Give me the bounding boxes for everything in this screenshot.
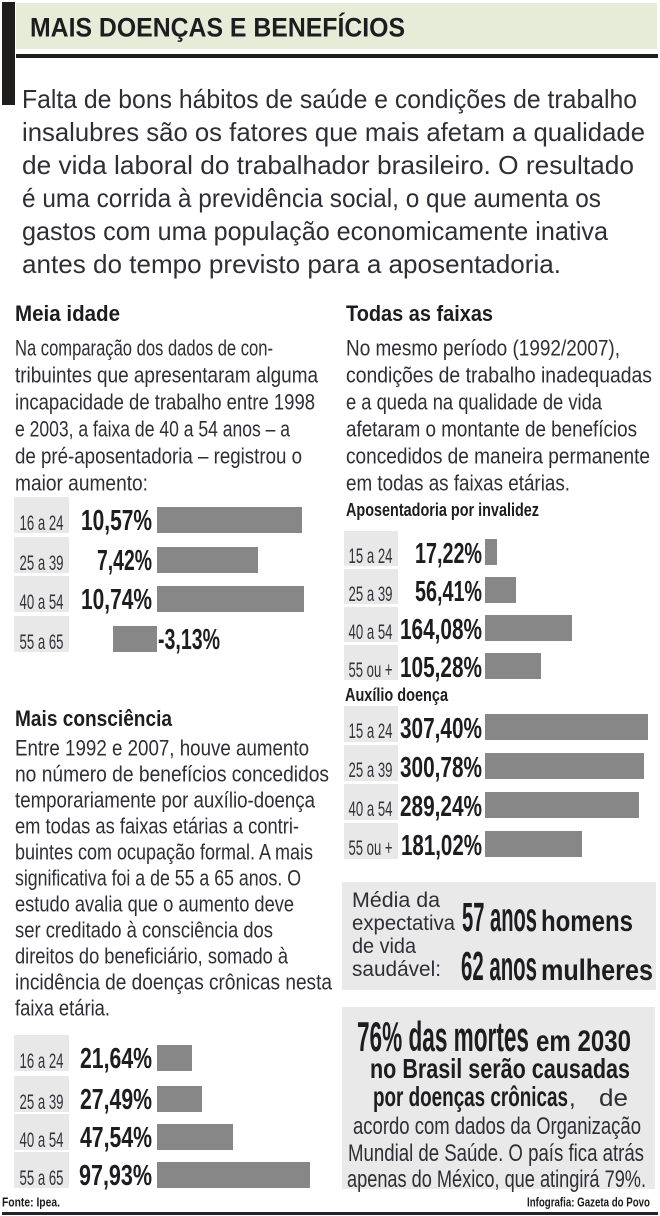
svg-text:-3,13%: -3,13% [158,624,220,656]
svg-text:apenas do México, que atingirá: apenas do México, que atingirá 79%. [347,1166,646,1193]
svg-text:e a queda na qualidade de vida: e a queda na qualidade de vida [346,390,603,415]
svg-text:e 2003, a faixa de 40 a 54 ano: e 2003, a faixa de 40 a 54 anos – a [15,417,291,442]
svg-text:saudável:: saudável: [352,958,441,981]
svg-text:de pré-aposentadoria – registr: de pré-aposentadoria – registrou o [15,444,302,469]
svg-text:17,22%: 17,22% [415,538,482,570]
svg-text:307,40%: 307,40% [400,713,482,745]
svg-text:7,42%: 7,42% [97,545,152,577]
svg-text:significativa foi a de 55 a 65: significativa foi a de 55 a 65 anos. O [15,866,301,891]
svg-text:de vida: de vida [352,935,416,958]
svg-text:16 a 24: 16 a 24 [20,512,64,535]
svg-text:ser creditado à consciência do: ser creditado à consciência dos [15,918,273,943]
svg-text:de: de [599,1085,628,1112]
svg-text:Todas as faixas: Todas as faixas [346,301,493,326]
svg-text:no número de benefícios conced: no número de benefícios concedidos [15,762,329,787]
svg-text:Auxílio doença: Auxílio doença [345,685,449,705]
svg-text:27,49%: 27,49% [80,1084,152,1116]
svg-text:40 a 54: 40 a 54 [20,591,64,614]
svg-text:Mundial de Saúde. O país fica: Mundial de Saúde. O país fica atrás [348,1140,644,1167]
svg-text:97,93%: 97,93% [79,1160,152,1192]
svg-text:25 a 39: 25 a 39 [349,759,393,782]
svg-text:40 a 54: 40 a 54 [349,798,393,821]
svg-text:por doenças crônicas: por doenças crônicas [373,1081,568,1112]
svg-text:insalubres são os fatores que: insalubres são os fatores que mais afeta… [22,117,645,147]
svg-text:57 anos: 57 anos [462,894,537,940]
svg-text:21,64%: 21,64% [80,1043,152,1075]
svg-text:homens: homens [541,905,633,938]
svg-text:164,08%: 164,08% [400,614,482,646]
svg-text:Aposentadoria por invalidez: Aposentadoria por invalidez [346,500,539,520]
svg-text:buintes com ocupação formal. A: buintes com ocupação formal. A mais [15,840,313,865]
svg-text:25 a 39: 25 a 39 [349,583,393,606]
svg-text:40 a 54: 40 a 54 [349,621,393,644]
svg-text:55 ou +: 55 ou + [349,837,393,860]
svg-text:10,57%: 10,57% [81,505,152,537]
svg-text:No mesmo período (1992/2007),: No mesmo período (1992/2007), [346,336,620,361]
svg-text:181,02%: 181,02% [401,830,482,862]
svg-text:de vida laboral do trabalhador: de vida laboral do trabalhador brasileir… [22,150,634,180]
svg-text:maior aumento:: maior aumento: [15,471,148,496]
svg-text:62 anos: 62 anos [461,943,537,989]
svg-text:em todas as faixas etárias a c: em todas as faixas etárias a contri- [15,814,299,839]
svg-text:105,28%: 105,28% [400,652,482,684]
svg-text:temporariamente por auxílio-do: temporariamente por auxílio-doença [15,788,316,813]
svg-text:gastos com uma população econo: gastos com uma população economicamente … [22,216,609,246]
svg-text:,: , [569,1085,576,1112]
svg-text:15 a 24: 15 a 24 [349,545,393,568]
svg-text:condições de trabalho inadequa: condições de trabalho inadequadas [346,363,652,388]
svg-text:acordo com dados da Organizaçã: acordo com dados da Organização [353,1113,641,1140]
svg-text:expectativa: expectativa [352,912,455,935]
svg-text:289,24%: 289,24% [400,791,482,823]
svg-text:300,78%: 300,78% [400,752,482,784]
svg-text:76% das mortes: 76% das mortes [357,1013,529,1060]
svg-text:Entre 1992 e 2007, houve aumen: Entre 1992 e 2007, houve aumento [15,736,309,761]
svg-text:estudo avalia que o aumento de: estudo avalia que o aumento deve [15,892,294,917]
svg-text:55 a 65: 55 a 65 [20,631,64,654]
svg-text:16 a 24: 16 a 24 [20,1050,64,1073]
svg-text:faixa etária.: faixa etária. [15,996,110,1021]
svg-text:Na comparação dos dados de con: Na comparação dos dados de con- [15,336,273,361]
svg-text:incapacidade de trabalho entre: incapacidade de trabalho entre 1998 [15,390,315,415]
svg-text:56,41%: 56,41% [415,576,482,608]
svg-text:mulheres: mulheres [541,954,653,987]
svg-text:afetaram o montante de benefíc: afetaram o montante de benefícios [346,417,637,442]
svg-text:incidência de doenças crônicas: incidência de doenças crônicas nesta [15,970,333,995]
svg-text:concedidos de maneira permanen: concedidos de maneira permanente [346,444,650,469]
svg-text:15 a 24: 15 a 24 [349,720,393,743]
svg-text:40 a 54: 40 a 54 [20,1129,64,1152]
svg-text:Infografia: Gazeta do Povo: Infografia: Gazeta do Povo [527,1196,650,1210]
svg-text:em 2030: em 2030 [536,1025,631,1058]
svg-text:direitos do beneficiário, soma: direitos do beneficiário, somado à [15,944,289,969]
svg-text:Meia idade: Meia idade [15,301,120,326]
svg-text:25 a 39: 25 a 39 [20,552,64,575]
svg-text:10,74%: 10,74% [81,584,152,616]
svg-text:é uma corrida à previdência so: é uma corrida à previdência social, o qu… [22,183,601,213]
svg-text:Falta de bons hábitos de saúde: Falta de bons hábitos de saúde e condiçõ… [22,84,637,114]
svg-text:MAIS DOENÇAS E BENEFÍCIOS: MAIS DOENÇAS E BENEFÍCIOS [30,12,405,43]
svg-text:25 a 39: 25 a 39 [20,1091,64,1114]
svg-text:antes do tempo previsto para a: antes do tempo previsto para a aposentad… [22,249,561,279]
svg-text:em todas as faixas etárias.: em todas as faixas etárias. [346,471,570,496]
svg-text:tribuintes que apresentaram al: tribuintes que apresentaram alguma [15,363,319,388]
svg-text:55 ou +: 55 ou + [349,659,393,682]
svg-text:Fonte: Ipea.: Fonte: Ipea. [2,1196,60,1210]
svg-text:no Brasil serão causadas: no Brasil serão causadas [370,1053,630,1084]
svg-text:Média da: Média da [352,889,440,912]
svg-text:47,54%: 47,54% [80,1122,152,1154]
svg-text:Mais consciência: Mais consciência [15,706,173,731]
svg-text:55 a 65: 55 a 65 [20,1167,64,1190]
